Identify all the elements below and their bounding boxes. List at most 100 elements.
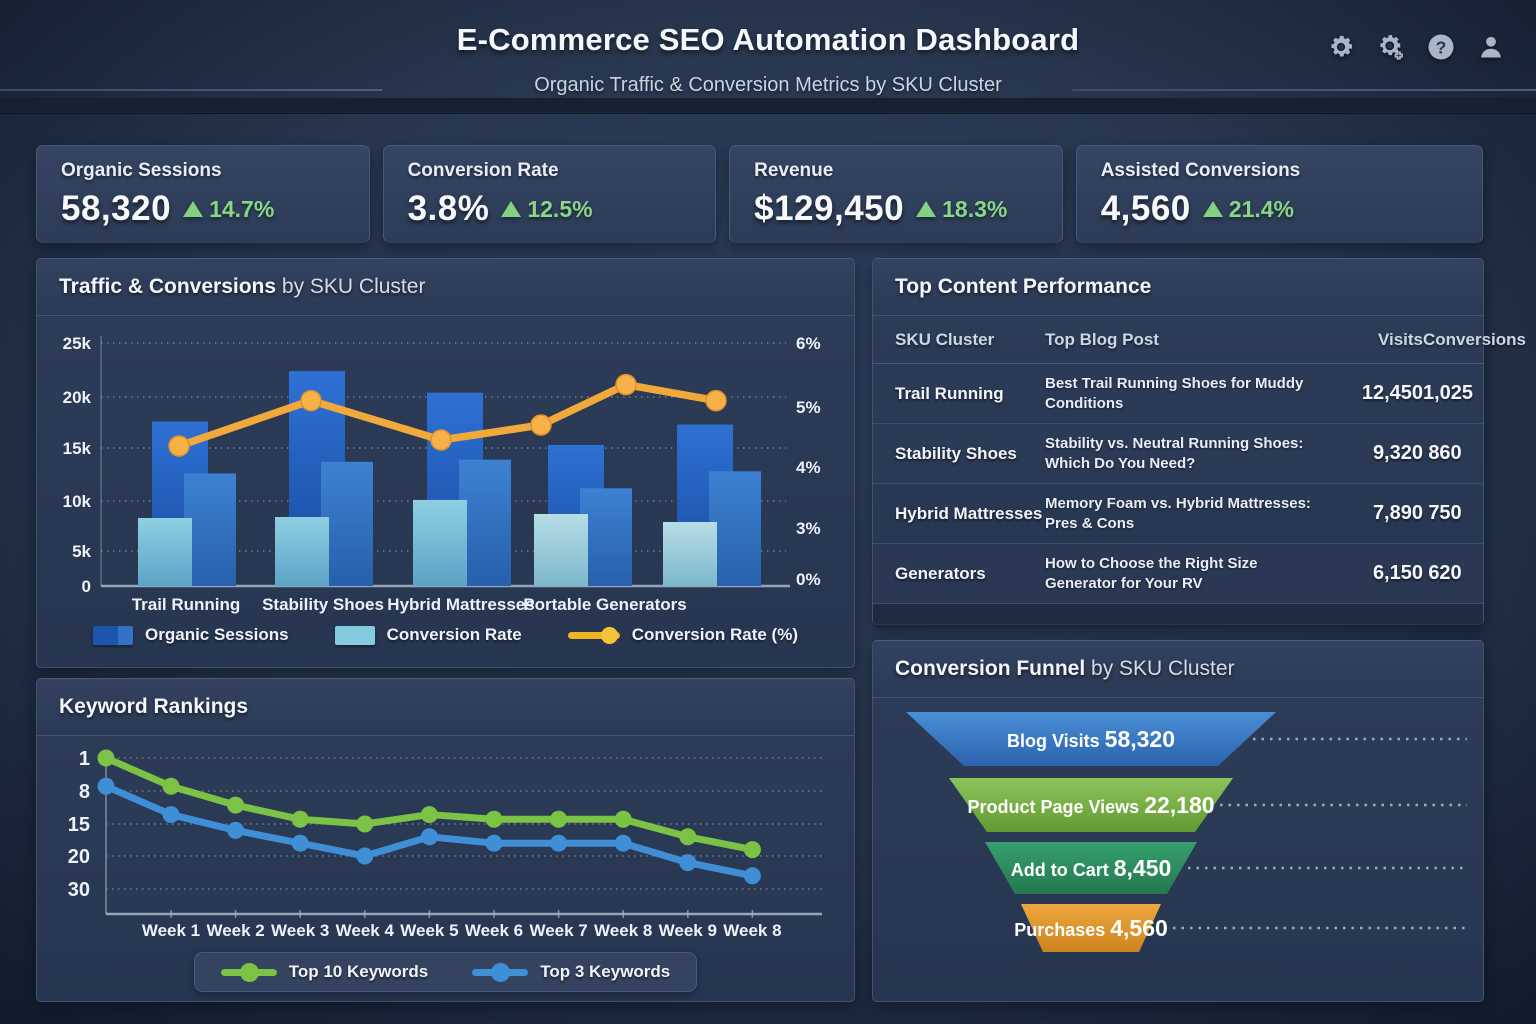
header-shadow-strip bbox=[0, 98, 1536, 114]
table-row: Generators How to Choose the Right Size … bbox=[873, 544, 1483, 604]
svg-text:8: 8 bbox=[79, 781, 90, 803]
kpi-label: Revenue bbox=[754, 160, 834, 181]
table-footer-strip bbox=[873, 604, 1483, 628]
kpi-delta: 21.4% bbox=[1228, 195, 1294, 222]
header-actions: ? bbox=[1324, 30, 1508, 64]
column-header-conversions: Conversions bbox=[1423, 329, 1526, 349]
content-table: SKU Cluster Top Blog Post Visits Convers… bbox=[873, 316, 1526, 628]
up-arrow-icon bbox=[183, 201, 204, 217]
keyword-rankings-chart: 1 8 15 20 30 Week 1 Week 2 Week 3 Week 4 Week 5 We… bbox=[68, 748, 822, 940]
svg-text:5%: 5% bbox=[796, 398, 821, 417]
page-subtitle: Organic Traffic & Conversion Metrics by … bbox=[534, 74, 1002, 96]
svg-text:0: 0 bbox=[82, 577, 91, 596]
svg-text:6%: 6% bbox=[796, 334, 821, 353]
organic-sessions-swatch bbox=[93, 625, 134, 645]
column-header-top-blog-post: Top Blog Post bbox=[1045, 329, 1159, 349]
svg-text:Week 9: Week 9 bbox=[659, 921, 717, 940]
svg-text:3%: 3% bbox=[796, 519, 821, 538]
panel-title: Conversion Funnel by SKU Cluster bbox=[895, 657, 1235, 680]
legend-item-conversion-rate-line: Conversion Rate (%) bbox=[567, 625, 798, 645]
content-table-header: SKU Cluster Top Blog Post Visits Convers… bbox=[873, 316, 1526, 364]
conversion-rate-line-swatch bbox=[567, 626, 620, 644]
svg-text:Week 2: Week 2 bbox=[206, 921, 264, 940]
keyword-rankings-panel: Keyword Rankings 1 8 15 20 30 Week 1 Week 2 Wee… bbox=[36, 678, 855, 1002]
kpi-value: $129,450 bbox=[754, 189, 905, 228]
user-icon[interactable] bbox=[1474, 30, 1508, 64]
page-title: E-Commerce SEO Automation Dashboard bbox=[456, 22, 1080, 57]
svg-text:1: 1 bbox=[79, 748, 90, 770]
column-header-visits: Visits bbox=[1377, 329, 1423, 349]
up-arrow-icon bbox=[916, 201, 937, 217]
svg-text:Stability Shoes: Stability Shoes bbox=[262, 595, 384, 614]
keyword-chart-legend: Top 10 Keywords Top 3 Keywords bbox=[193, 952, 698, 992]
svg-text:Week 3: Week 3 bbox=[271, 921, 329, 940]
kpi-label: Conversion Rate bbox=[407, 160, 559, 181]
kpi-delta: 14.7% bbox=[209, 195, 275, 222]
panel-header: Top Content Performance bbox=[873, 259, 1483, 316]
svg-text:Blog Visits 58,320: Blog Visits 58,320 bbox=[1007, 726, 1175, 752]
svg-text:0%: 0% bbox=[796, 570, 821, 589]
svg-text:20k: 20k bbox=[63, 388, 92, 407]
panel-title: Keyword Rankings bbox=[59, 695, 249, 718]
conversion-funnel-chart: Blog Visits 58,320 Product Page Views 22,… bbox=[906, 712, 1467, 952]
kpi-delta: 12.5% bbox=[527, 195, 593, 222]
conversion-rate-swatch bbox=[334, 625, 375, 645]
svg-text:25k: 25k bbox=[63, 334, 92, 353]
conversion-funnel-panel: Conversion Funnel by SKU Cluster Blog Vi… bbox=[872, 640, 1484, 1002]
top3-keywords-swatch bbox=[472, 962, 529, 982]
panel-header: Conversion Funnel by SKU Cluster bbox=[873, 641, 1483, 698]
top10-keywords-swatch bbox=[220, 962, 277, 982]
legend-item-organic-sessions: Organic Sessions bbox=[93, 625, 289, 645]
svg-text:Week 8: Week 8 bbox=[723, 921, 781, 940]
legend-item-top3-keywords: Top 3 Keywords bbox=[472, 962, 670, 982]
kpi-value: 3.8% bbox=[407, 189, 490, 228]
svg-text:Hybrid Mattresses: Hybrid Mattresses bbox=[387, 595, 534, 614]
svg-text:Week 4: Week 4 bbox=[336, 921, 395, 940]
panel-title: Traffic & Conversions by SKU Cluster bbox=[59, 275, 426, 298]
table-row: Trail Running Best Trail Running Shoes f… bbox=[873, 364, 1483, 424]
legend-item-conversion-rate: Conversion Rate bbox=[334, 625, 522, 645]
subtitle-divider-left bbox=[0, 89, 382, 91]
svg-text:30: 30 bbox=[68, 879, 90, 901]
svg-text:Week 6: Week 6 bbox=[465, 921, 523, 940]
svg-text:Week 8: Week 8 bbox=[594, 921, 652, 940]
kpi-card-revenue: Revenue $129,450 18.3% bbox=[729, 145, 1063, 243]
svg-text:15: 15 bbox=[68, 814, 90, 836]
kpi-row: Organic Sessions 58,320 14.7% Conversion… bbox=[36, 145, 1483, 243]
kpi-value: 58,320 bbox=[61, 189, 172, 228]
panel-title: Top Content Performance bbox=[895, 275, 1152, 298]
kpi-card-assisted-conversions: Assisted Conversions 4,560 21.4% bbox=[1075, 145, 1483, 243]
svg-text:10k: 10k bbox=[63, 492, 92, 511]
traffic-chart-legend: Organic Sessions Conversion Rate Convers… bbox=[37, 625, 854, 645]
automation-gear-icon[interactable] bbox=[1374, 30, 1408, 64]
svg-text:Product Page Views 22,180: Product Page Views 22,180 bbox=[967, 792, 1214, 818]
svg-text:Week 1: Week 1 bbox=[142, 921, 200, 940]
svg-text:Purchases 4,560: Purchases 4,560 bbox=[1014, 915, 1168, 941]
kpi-card-conversion-rate: Conversion Rate 3.8% 12.5% bbox=[382, 145, 717, 243]
top-content-performance-panel: Top Content Performance SKU Cluster Top … bbox=[872, 258, 1526, 628]
kpi-card-organic-sessions: Organic Sessions 58,320 14.7% bbox=[36, 145, 370, 243]
table-row: Hybrid Mattresses Memory Foam vs. Hybrid… bbox=[873, 484, 1483, 544]
subtitle-divider-right bbox=[1072, 89, 1536, 91]
svg-text:Trail Running: Trail Running bbox=[132, 595, 241, 614]
panel-header: Traffic & Conversions by SKU Cluster bbox=[37, 259, 854, 316]
column-header-sku-cluster: SKU Cluster bbox=[895, 329, 995, 349]
table-row: Stability Shoes Stability vs. Neutral Ru… bbox=[873, 424, 1483, 484]
svg-text:5k: 5k bbox=[72, 542, 91, 561]
kpi-label: Organic Sessions bbox=[61, 160, 222, 181]
svg-text:Add to Cart 8,450: Add to Cart 8,450 bbox=[1011, 855, 1172, 881]
panel-header: Keyword Rankings bbox=[37, 679, 854, 736]
help-icon[interactable]: ? bbox=[1424, 30, 1458, 64]
svg-text:20: 20 bbox=[68, 846, 90, 868]
svg-text:Week 7: Week 7 bbox=[529, 921, 587, 940]
legend-item-top10-keywords: Top 10 Keywords bbox=[220, 962, 428, 982]
up-arrow-icon bbox=[1202, 201, 1223, 217]
kpi-delta: 18.3% bbox=[942, 195, 1008, 222]
kpi-label: Assisted Conversions bbox=[1100, 160, 1301, 181]
up-arrow-icon bbox=[501, 201, 522, 217]
svg-text:?: ? bbox=[1436, 37, 1447, 57]
traffic-conversions-panel: Traffic & Conversions by SKU Cluster 25k… bbox=[36, 258, 855, 668]
svg-text:Portable Generators: Portable Generators bbox=[523, 595, 686, 614]
settings-icon[interactable] bbox=[1324, 30, 1358, 64]
app-header: E-Commerce SEO Automation Dashboard Orga… bbox=[0, 0, 1536, 98]
